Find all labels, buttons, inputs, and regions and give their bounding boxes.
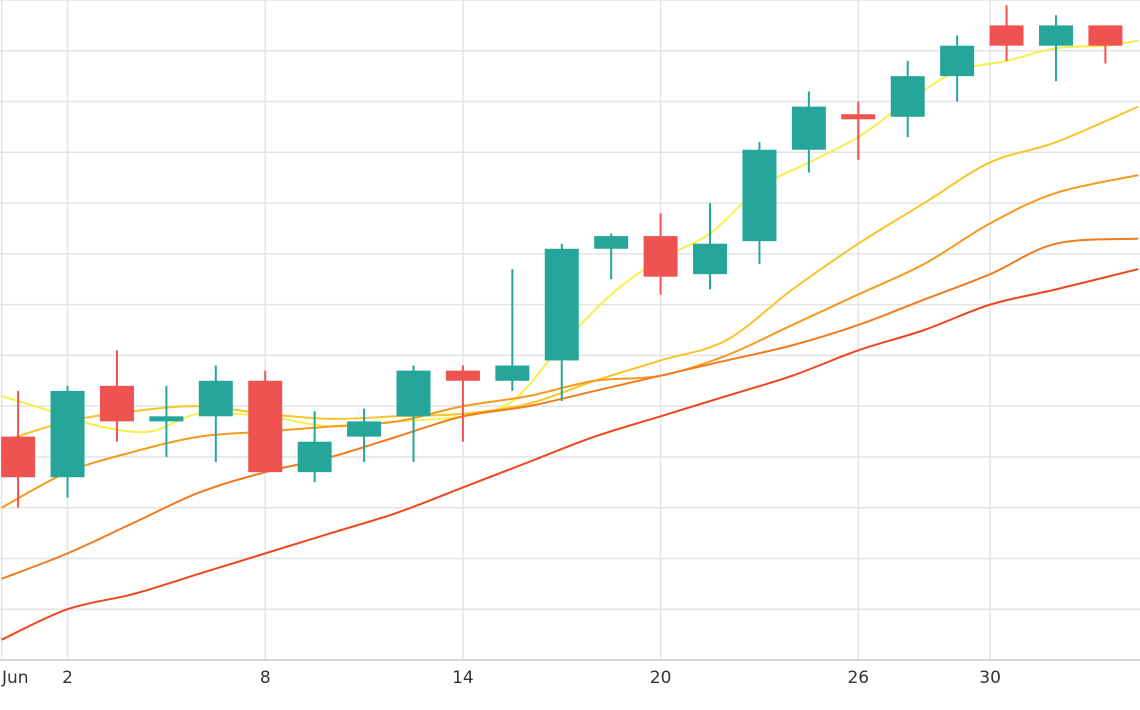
candle <box>742 142 777 264</box>
candle-body-up <box>890 76 925 117</box>
x-tick-label: Jun <box>1 668 29 688</box>
candle-body-down <box>445 370 480 381</box>
candle-body-up <box>396 370 431 417</box>
candle <box>594 233 629 280</box>
candle-body-up <box>742 149 777 242</box>
candle <box>989 5 1024 61</box>
moving-average-line-2 <box>1 105 1139 443</box>
x-tick-label: 8 <box>260 668 271 688</box>
candle <box>1 390 36 508</box>
x-tick-label: 20 <box>650 668 672 688</box>
candle-body-up <box>693 243 728 275</box>
candle-body-up <box>347 421 382 437</box>
candle-body-up <box>594 236 629 249</box>
x-tick-label: 14 <box>452 668 474 688</box>
candle-body-down <box>841 114 876 120</box>
candle <box>198 365 233 462</box>
candle-body-up <box>544 248 579 361</box>
candle <box>248 370 283 473</box>
candle-body-up <box>50 390 85 478</box>
candle-body-up <box>940 45 975 77</box>
candle <box>347 408 382 462</box>
candle <box>1088 25 1123 64</box>
moving-average-line-4 <box>1 237 1139 580</box>
candle <box>643 213 678 295</box>
moving-average-line-3 <box>1 174 1139 509</box>
candle-body-up <box>495 365 530 381</box>
candle-body-down <box>989 25 1024 46</box>
candles <box>1 5 1123 508</box>
candle <box>1038 15 1073 82</box>
x-axis-ticks: Jun 2 8 14 20 26 30 <box>1 668 1001 688</box>
candle-body-down <box>1 436 36 478</box>
candle <box>940 35 975 102</box>
candle <box>693 203 728 290</box>
x-tick-label: 30 <box>979 668 1001 688</box>
candle-body-up <box>1038 25 1073 46</box>
candle <box>791 91 826 173</box>
candle-body-up <box>149 416 184 422</box>
candle-body-down <box>1088 25 1123 46</box>
candle <box>445 365 480 442</box>
candle <box>841 101 876 160</box>
x-tick-label: 26 <box>847 668 869 688</box>
candle <box>396 365 431 462</box>
candle-body-down <box>643 236 678 277</box>
candle-body-up <box>198 380 233 417</box>
candle-body-down <box>99 385 134 422</box>
candle-body-up <box>297 441 332 473</box>
candle <box>544 243 579 402</box>
candle <box>50 385 85 498</box>
x-tick-label: 2 <box>62 668 73 688</box>
candle <box>297 411 332 483</box>
candle <box>495 269 530 391</box>
candle-body-up <box>791 106 826 150</box>
candle-body-down <box>248 380 283 473</box>
moving-average-line-5 <box>1 268 1139 641</box>
candle <box>890 60 925 138</box>
candle <box>99 350 134 442</box>
candle <box>149 385 184 457</box>
